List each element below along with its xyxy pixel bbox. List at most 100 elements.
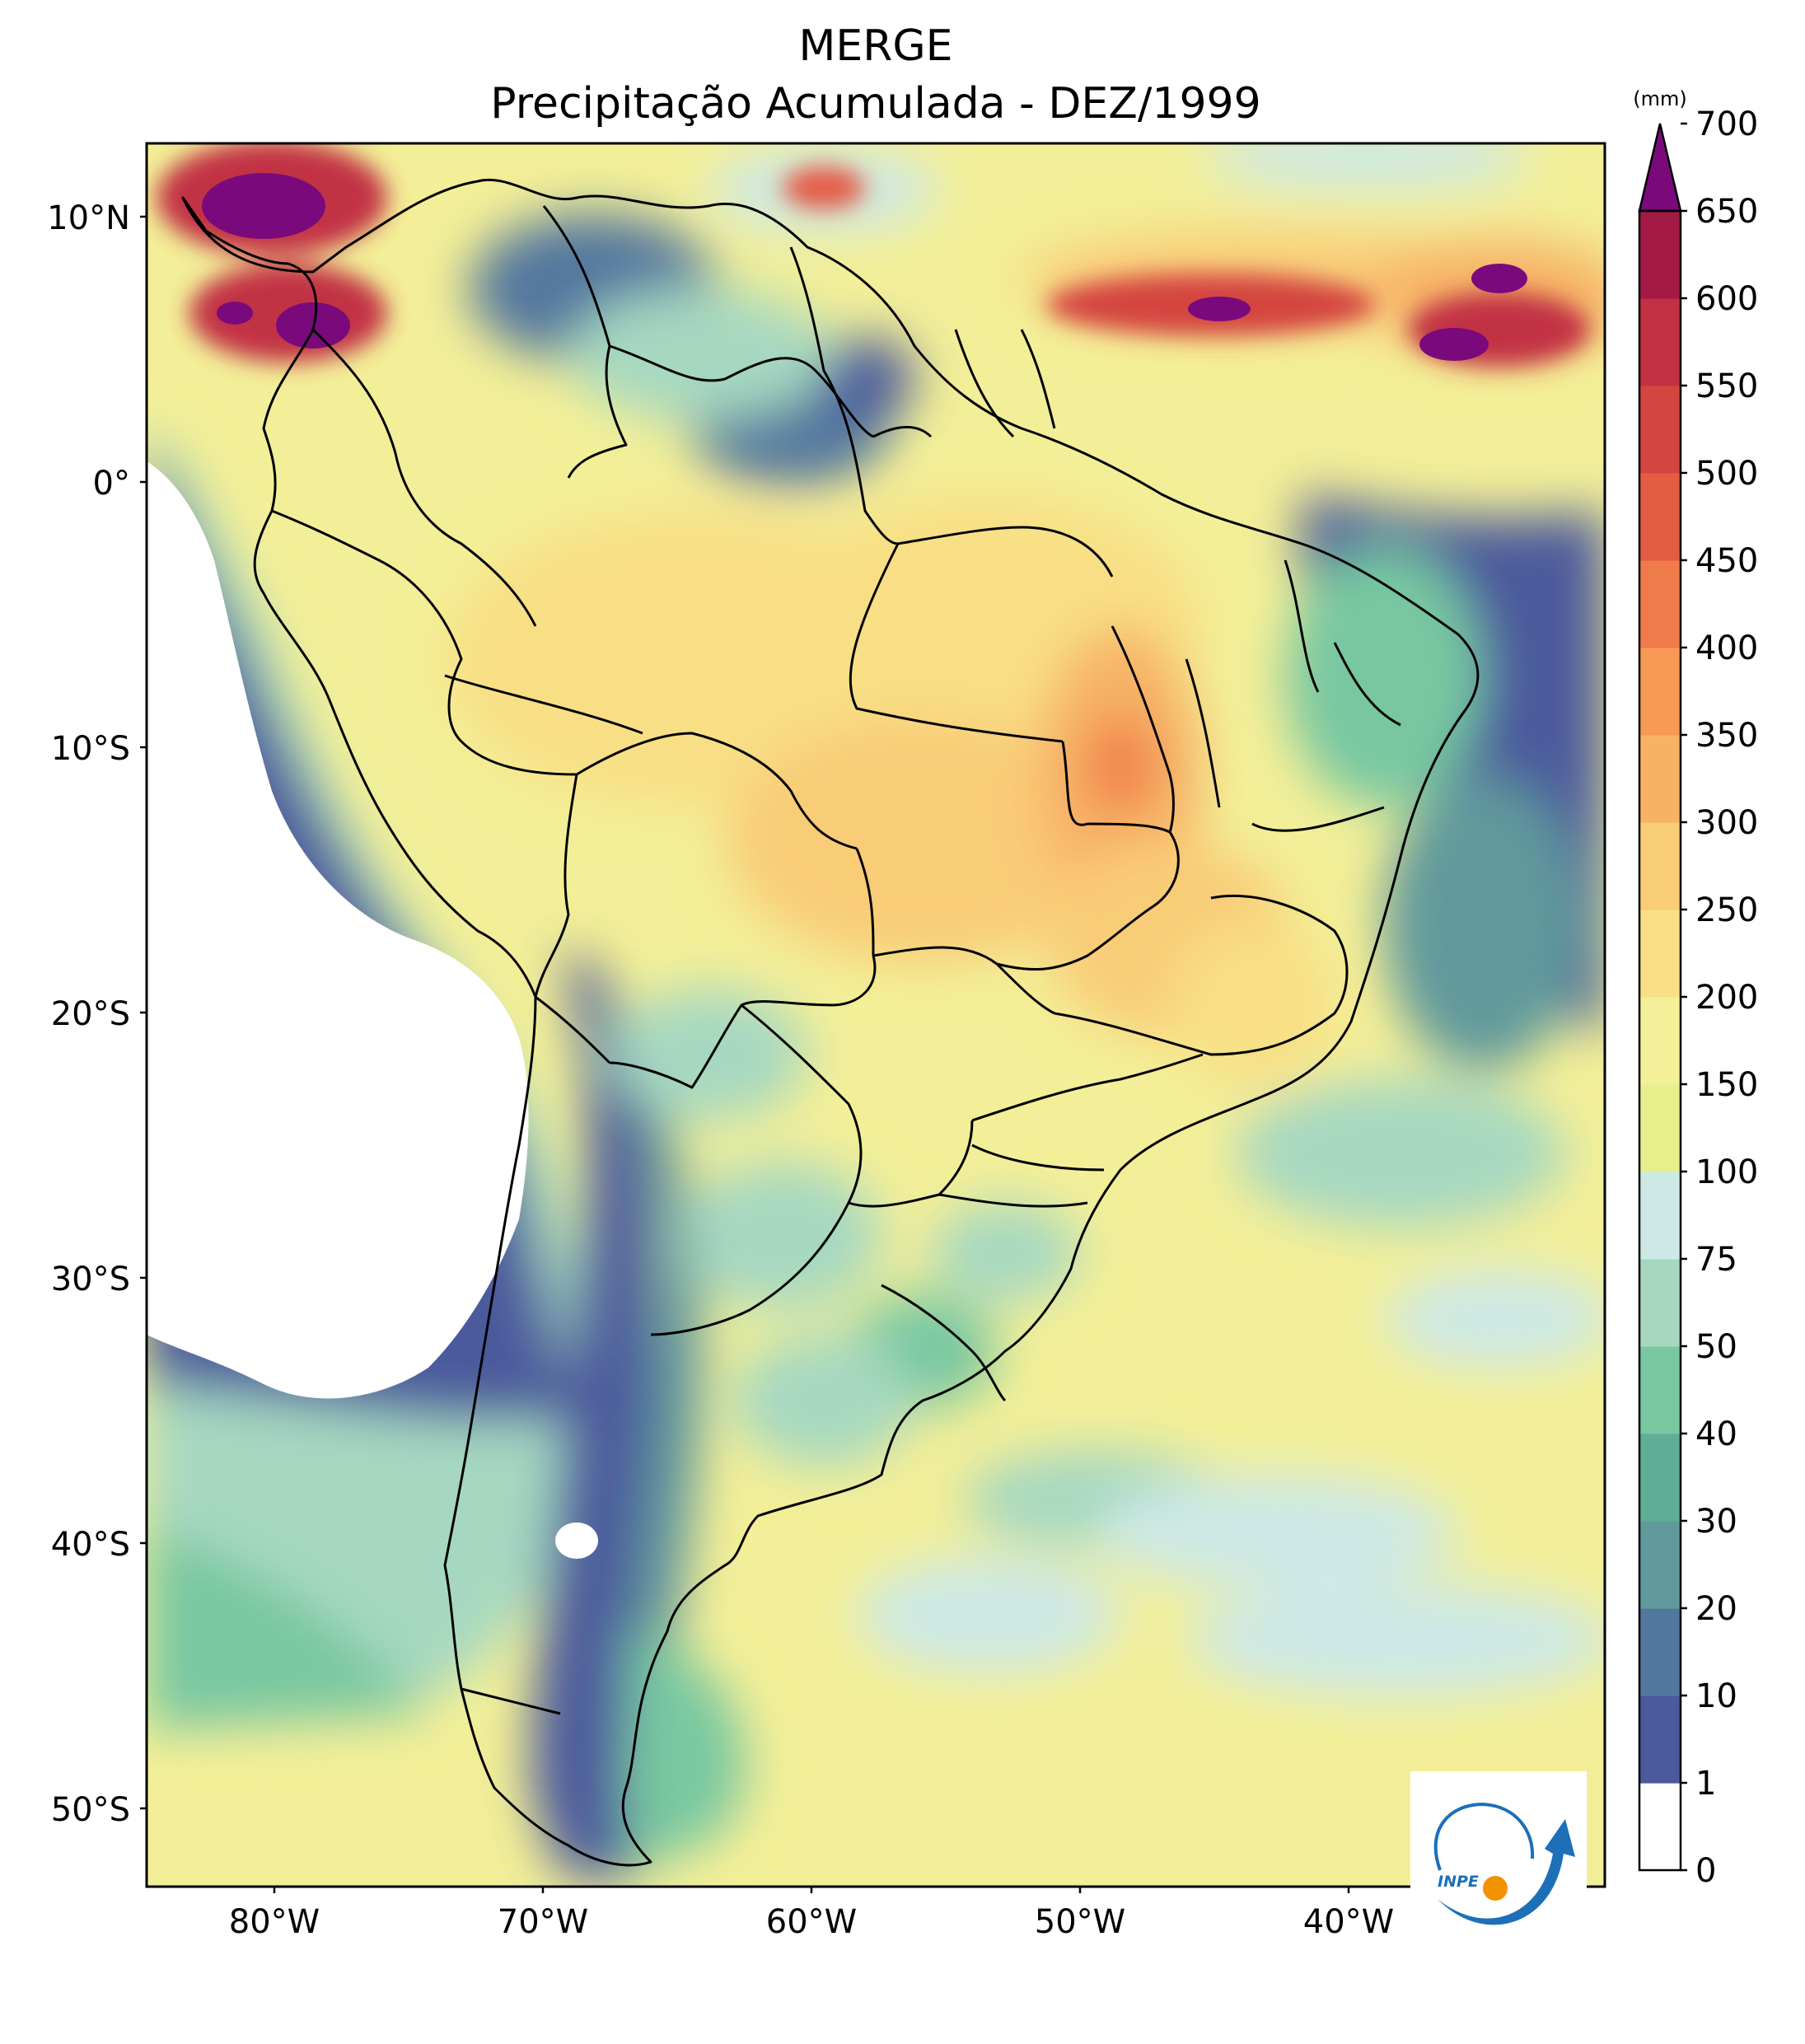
tick-marks	[140, 215, 1350, 1893]
colorbar-tick-label: 0	[1695, 1852, 1716, 1890]
precipitation-field	[147, 143, 1605, 1887]
state-line	[822, 370, 899, 545]
colorbar-segment	[1639, 1259, 1681, 1347]
border-line	[609, 848, 877, 1089]
country-borders	[181, 178, 1480, 1867]
inpe-logo: INPE	[1410, 1771, 1587, 1943]
colorbar-segment	[1639, 298, 1681, 386]
colorbar-segment	[1639, 735, 1681, 823]
border-line	[881, 1284, 1007, 1402]
border-line	[311, 328, 537, 627]
state-line	[444, 674, 643, 735]
colorbar-segment	[1639, 910, 1681, 998]
state-line	[1185, 658, 1221, 808]
colorbar-segment	[1639, 997, 1681, 1085]
colorbar-tick-label: 1	[1695, 1765, 1716, 1803]
state-line	[897, 526, 1114, 578]
lat-tick-label: 10°N	[47, 199, 130, 237]
border-line	[576, 732, 858, 850]
border-line	[461, 1687, 561, 1715]
lat-tick-label: 30°S	[51, 1261, 130, 1298]
colorbar-segment	[1639, 822, 1681, 910]
map-subtitle: Precipitação Acumulada - DEZ/1999	[490, 79, 1261, 129]
border-line	[650, 1202, 850, 1336]
lat-tick-label: 40°S	[51, 1526, 130, 1564]
state-line	[996, 831, 1180, 971]
colorbar-tick-label: 75	[1695, 1241, 1737, 1279]
state-line	[872, 946, 1055, 1015]
colorbar-tick-label: 500	[1695, 455, 1758, 493]
sun-dot-icon	[1483, 1876, 1508, 1901]
colorbar-tick-label: 650	[1695, 193, 1758, 231]
colorbar-segment	[1639, 1434, 1681, 1522]
colorbar-tick-label: 50	[1695, 1328, 1737, 1366]
colorbar: 0 1 10 20 30 40 50 75 100 150 200 250 300 350 400 450 50…	[1633, 87, 1758, 1890]
colorbar-tick-label: 40	[1695, 1415, 1737, 1453]
map-title: MERGE	[798, 21, 953, 71]
colorbar-segment	[1639, 560, 1681, 648]
lat-tick-label: 10°S	[51, 730, 130, 768]
state-line	[938, 1193, 1088, 1208]
colorbar-segment	[1639, 1783, 1681, 1871]
border-line	[542, 205, 628, 479]
colorbar-segment	[1639, 386, 1681, 474]
colorbar-segment	[1639, 1084, 1681, 1172]
state-line	[1210, 894, 1349, 1014]
border-line	[535, 995, 611, 1064]
state-line	[1020, 329, 1056, 429]
border-line	[534, 774, 578, 998]
lon-tick-label: 80°W	[229, 1903, 320, 1941]
colorbar-tick-label: 700	[1695, 105, 1758, 143]
colorbar-tick-label: 600	[1695, 280, 1758, 318]
state-line	[971, 1053, 1204, 1122]
state-line	[1054, 1012, 1335, 1056]
colorbar-segment	[1639, 1608, 1681, 1696]
coastline	[181, 178, 1480, 1867]
state-line	[1333, 642, 1401, 727]
orbit-arc-icon	[1433, 1802, 1535, 1871]
lon-tick-label: 50°W	[1035, 1903, 1125, 1941]
state-line	[849, 543, 1064, 743]
colorbar-segment	[1639, 211, 1681, 299]
border-line	[609, 344, 874, 438]
lat-tick-label: 50°S	[51, 1791, 130, 1829]
colorbar-segment	[1639, 1172, 1681, 1260]
colorbar-segment	[1639, 1696, 1681, 1784]
colorbar-tick-label: 30	[1695, 1503, 1737, 1541]
swoosh-arrow-icon	[1438, 1819, 1575, 1925]
lat-tick-label: 20°S	[51, 995, 130, 1033]
state-line	[1284, 559, 1320, 693]
border-line	[271, 509, 578, 776]
colorbar-unit: (mm)	[1633, 87, 1686, 110]
colorbar-tick-label: 100	[1695, 1153, 1758, 1191]
state-line	[1111, 625, 1175, 833]
border-line	[872, 425, 933, 438]
colorbar-tick-label: 550	[1695, 367, 1758, 405]
state-line	[1251, 806, 1385, 832]
state-line	[954, 329, 1015, 438]
colorbar-tick-label: 250	[1695, 891, 1758, 929]
map-frame	[145, 142, 1606, 1888]
lon-tick-label: 60°W	[766, 1903, 857, 1941]
border-line	[789, 246, 825, 372]
border-line	[741, 1003, 974, 1208]
colorbar-tick-label: 20	[1695, 1590, 1737, 1628]
colorbar-tick-label: 300	[1695, 804, 1758, 842]
lat-tick-label: 0°	[93, 465, 130, 503]
colorbar-segment	[1639, 1346, 1681, 1434]
colorbar-tick-label: 10	[1695, 1677, 1737, 1715]
colorbar-frame	[1638, 209, 1682, 1872]
state-line	[971, 1144, 1105, 1172]
logo-text: INPE	[1438, 1873, 1479, 1891]
colorbar-tick-label: 400	[1695, 629, 1758, 667]
lon-tick-label: 70°W	[498, 1903, 588, 1941]
colorbar-extend-arrow	[1638, 123, 1682, 213]
state-line	[1061, 741, 1171, 834]
colorbar-segment	[1639, 648, 1681, 736]
colorbar-tick-label: 200	[1695, 979, 1758, 1017]
latitude-labels: 10°N 0° 10°S 20°S 30°S 40°S 50°S	[47, 199, 130, 1829]
colorbar-tick-label: 350	[1695, 717, 1758, 755]
colorbar-tick-label: 450	[1695, 542, 1758, 580]
colorbar-segment	[1639, 473, 1681, 561]
